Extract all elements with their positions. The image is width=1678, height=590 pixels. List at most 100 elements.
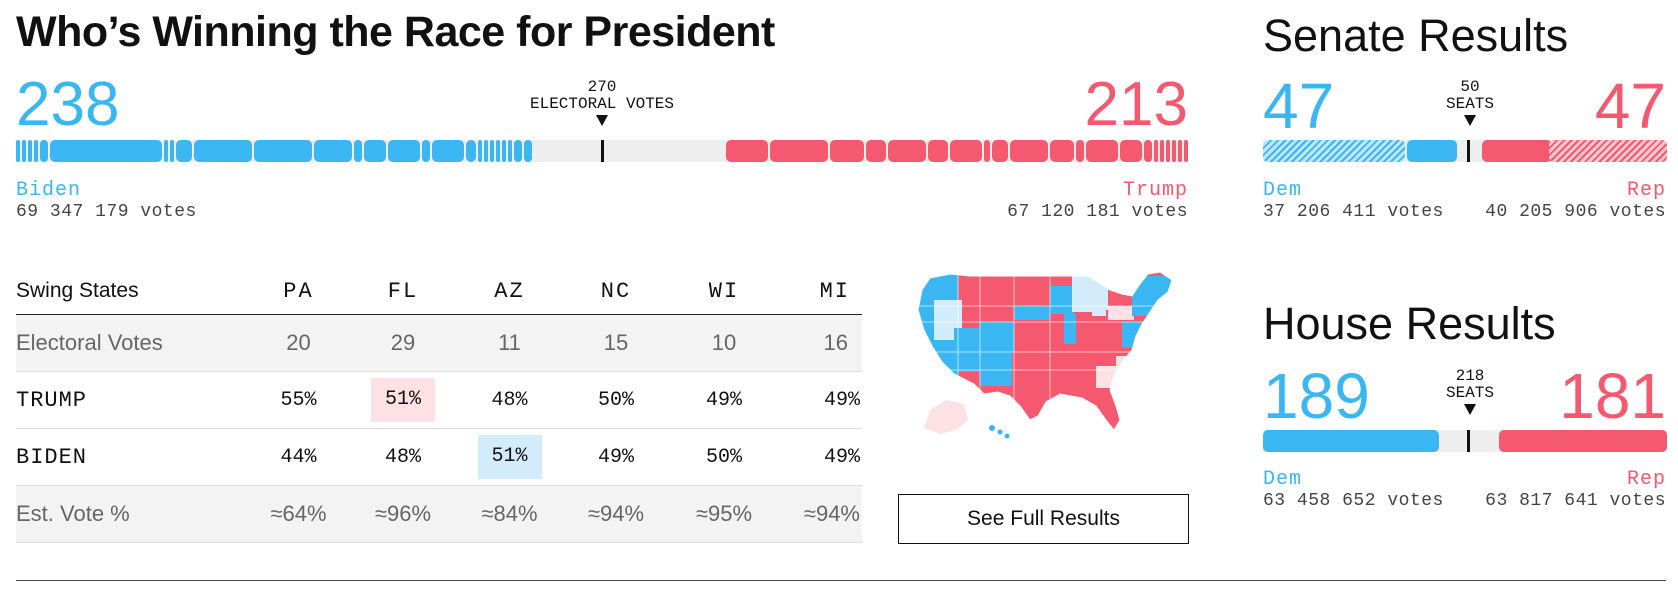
threshold-marker-icon xyxy=(1464,115,1476,126)
biden-name: Biden xyxy=(16,179,82,202)
state-segment xyxy=(422,140,430,162)
state-segment xyxy=(502,140,506,162)
state-segment xyxy=(354,140,362,162)
house-title: House Results xyxy=(1263,298,1556,349)
threshold-label: ELECTORAL VOTES xyxy=(529,95,675,113)
state-segment xyxy=(508,140,512,162)
threshold-line xyxy=(1467,430,1470,452)
senate-rep-won-bar xyxy=(1482,140,1552,162)
state-segment xyxy=(314,140,352,162)
table-cell: 49% xyxy=(670,371,778,429)
state-segment xyxy=(496,140,500,162)
state-segment xyxy=(1010,140,1048,162)
state-segment xyxy=(950,140,982,162)
leading-cell-highlight: 51% xyxy=(371,378,435,422)
state-segment xyxy=(1086,140,1118,162)
trump-popular-votes: 67 120 181 votes xyxy=(1007,202,1188,222)
state-segment xyxy=(928,140,948,162)
senate-dem-name: Dem xyxy=(1263,179,1303,202)
page-title: Who’s Winning the Race for President xyxy=(16,8,775,56)
table-row: TRUMP 55% 51% 48% 50% 49% 49% xyxy=(16,371,862,429)
house-rep-name: Rep xyxy=(1626,468,1666,491)
house-dem-bar xyxy=(1263,430,1439,452)
trump-bar-segments xyxy=(724,140,1188,162)
biden-bar-segments xyxy=(16,140,534,162)
state-segment xyxy=(1120,140,1142,162)
table-cell: 44% xyxy=(248,428,349,486)
senate-dem-holdover-bar xyxy=(1263,140,1405,162)
senate-rep-seats: 47 xyxy=(1594,70,1666,142)
state-segment xyxy=(514,140,522,162)
senate-dem-won-bar xyxy=(1407,140,1457,162)
table-row: Electoral Votes 20 29 11 15 10 16 xyxy=(16,314,862,372)
senate-dem-votes: 37 206 411 votes xyxy=(1263,202,1444,222)
state-header-mi: MI xyxy=(778,268,862,315)
table-cell: 15 xyxy=(562,314,670,372)
row-label-est-vote: Est. Vote % xyxy=(16,485,248,543)
state-segment xyxy=(34,140,38,162)
leading-cell-highlight: 51% xyxy=(477,435,542,479)
row-label-electoral-votes: Electoral Votes xyxy=(16,314,248,372)
state-segment xyxy=(1050,140,1074,162)
house-dem-votes: 63 458 652 votes xyxy=(1263,491,1444,511)
state-segment xyxy=(992,140,1008,162)
threshold-value: 50 xyxy=(1460,78,1480,96)
electoral-vote-bar xyxy=(16,140,1188,162)
house-rep-votes: 63 817 641 votes xyxy=(1485,491,1666,511)
table-cell: 50% xyxy=(562,371,670,429)
house-rep-bar xyxy=(1499,430,1667,452)
senate-dem-seats: 47 xyxy=(1263,70,1335,142)
see-full-results-button[interactable]: See Full Results xyxy=(898,494,1189,544)
state-segment xyxy=(254,140,312,162)
table-cell: 51% xyxy=(457,428,562,486)
house-threshold: 218 SEATS xyxy=(1420,368,1520,415)
trump-electoral-votes: 213 xyxy=(1084,70,1188,139)
state-segment xyxy=(1184,140,1188,162)
state-segment xyxy=(388,140,420,162)
state-segment xyxy=(364,140,386,162)
state-segment xyxy=(1178,140,1182,162)
table-cell: ≈94% xyxy=(562,485,670,543)
senate-title: Senate Results xyxy=(1263,10,1569,61)
table-cell: 49% xyxy=(778,428,862,486)
table-cell: 10 xyxy=(670,314,778,372)
table-cell: 49% xyxy=(562,428,670,486)
threshold-marker-icon xyxy=(596,115,608,126)
state-header-nc: NC xyxy=(562,268,670,315)
us-map-icon[interactable] xyxy=(910,270,1192,444)
swing-states-header: Swing States xyxy=(16,268,248,315)
table-cell: 29 xyxy=(349,314,457,372)
state-segment xyxy=(22,140,26,162)
table-cell: ≈64% xyxy=(248,485,349,543)
house-rep-seats: 181 xyxy=(1559,360,1666,432)
row-label-biden: BIDEN xyxy=(16,428,248,486)
row-label-trump: TRUMP xyxy=(16,371,248,429)
biden-electoral-votes: 238 xyxy=(16,70,120,139)
senate-rep-name: Rep xyxy=(1626,179,1666,202)
state-segment xyxy=(1160,140,1164,162)
state-segment xyxy=(726,140,768,162)
house-seat-bar xyxy=(1263,430,1667,452)
table-header-row: Swing States PA FL AZ NC WI MI xyxy=(16,268,862,315)
table-cell: 11 xyxy=(457,314,562,372)
state-segment xyxy=(1076,140,1084,162)
table-cell: ≈94% xyxy=(778,485,862,543)
state-segment xyxy=(830,140,864,162)
table-row: BIDEN 44% 48% 51% 49% 50% 49% xyxy=(16,428,862,486)
senate-threshold: 50 SEATS xyxy=(1420,79,1520,126)
threshold-value: 218 xyxy=(1455,367,1485,385)
biden-popular-votes: 69 347 179 votes xyxy=(16,202,197,222)
threshold-line xyxy=(601,140,604,162)
state-segment xyxy=(194,140,252,162)
state-segment xyxy=(1154,140,1158,162)
state-segment xyxy=(50,140,162,162)
state-segment xyxy=(164,140,168,162)
senate-rep-holdover-bar xyxy=(1549,140,1667,162)
state-segment xyxy=(170,140,174,162)
state-segment xyxy=(466,140,476,162)
state-segment xyxy=(866,140,886,162)
table-cell: 49% xyxy=(778,371,862,429)
senate-seat-bar xyxy=(1263,140,1667,162)
threshold-label: SEATS xyxy=(1445,95,1494,113)
table-row: Est. Vote % ≈64% ≈96% ≈84% ≈94% ≈95% ≈94… xyxy=(16,485,862,543)
